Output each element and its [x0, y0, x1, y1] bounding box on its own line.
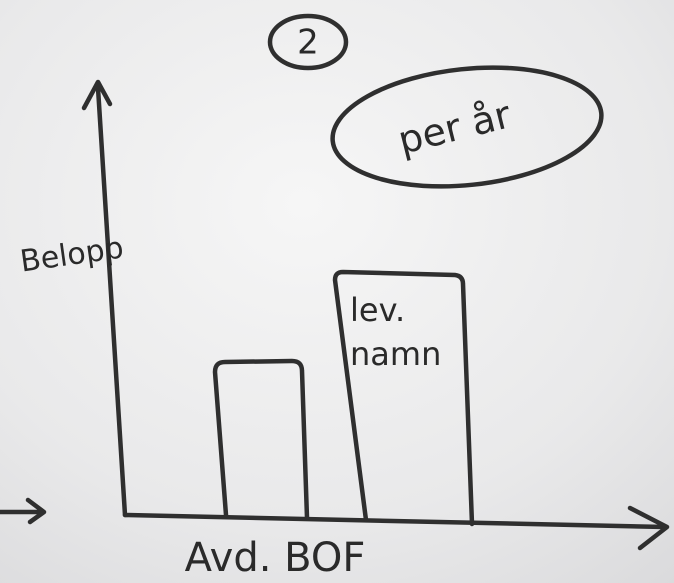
note-ellipse: [330, 65, 604, 189]
bar-sketch: [212, 358, 310, 521]
badge-circle: [267, 13, 349, 71]
x-axis: [122, 512, 668, 530]
x-axis-arrow: [627, 505, 670, 551]
side-arrow: [0, 497, 47, 525]
y-axis-arrow: [81, 79, 113, 111]
x-axis-label: Avd. BOF: [185, 535, 366, 581]
bar-label: namn: [350, 335, 441, 373]
y-axis: [95, 85, 128, 518]
bar-label: lev.: [350, 291, 405, 329]
bar-sketch: [332, 269, 475, 527]
badge: 2: [297, 23, 319, 63]
